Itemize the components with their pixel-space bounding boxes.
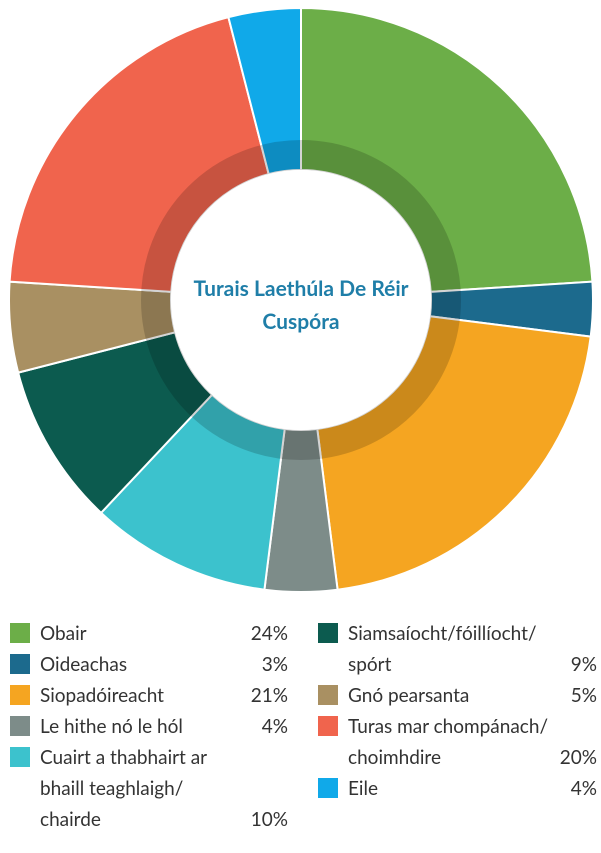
legend-label: Obair bbox=[40, 622, 87, 645]
legend-swatch bbox=[318, 685, 338, 705]
legend-value: 10% bbox=[250, 808, 288, 831]
legend-swatch bbox=[10, 623, 30, 643]
legend-label: Cuairt a thabhairt ar bhaill teaghlaigh/… bbox=[40, 746, 207, 831]
legend: Siamsaíocht/fóillíocht/ spórt 9% Gnó pears… bbox=[318, 618, 597, 804]
legend-label: Le hithe nó le hól bbox=[40, 715, 183, 738]
inner-ring bbox=[141, 140, 461, 460]
legend-swatch bbox=[10, 685, 30, 705]
legend-value: 21% bbox=[250, 684, 288, 707]
donut-hole bbox=[171, 170, 431, 430]
legend-item: Oideachas 3% bbox=[10, 649, 288, 680]
legend-swatch bbox=[318, 716, 338, 736]
legend-item: Le hithe nó le hól 4% bbox=[10, 711, 288, 742]
legend-label: Eile bbox=[348, 777, 379, 800]
chart bbox=[8, 6, 594, 594]
legend-label: Oideachas bbox=[40, 653, 128, 676]
chart-title: Turais Laethúla De Réir Cuspóra bbox=[193, 276, 409, 334]
legend-swatch bbox=[318, 778, 338, 798]
legend-label: Siamsaíocht/fóillíocht/ spórt bbox=[348, 622, 537, 676]
legend-swatch bbox=[10, 654, 30, 674]
legend-item: Obair 24% bbox=[10, 618, 288, 649]
legend-value: 5% bbox=[570, 684, 597, 707]
legend-value: 3% bbox=[261, 653, 288, 676]
legend: Obair 24% Oideachas 3% Siopadóireacht 21% Le h… bbox=[10, 618, 288, 835]
legend-label: Gnó pearsanta bbox=[348, 684, 470, 707]
legend-value: 24% bbox=[250, 622, 288, 645]
legend-swatch bbox=[318, 623, 338, 643]
legend-value: 9% bbox=[570, 653, 597, 676]
legend-swatch bbox=[10, 747, 30, 767]
legend-item: Turas mar chompánach/ choimhdire 20% bbox=[318, 711, 597, 773]
legend-value: 4% bbox=[261, 715, 288, 738]
legend-label: Siopadóireacht bbox=[40, 684, 164, 707]
legend-swatch bbox=[10, 716, 30, 736]
legend-label: Turas mar chompánach/ choimhdire bbox=[348, 715, 549, 769]
legend-value: 4% bbox=[570, 777, 597, 800]
legend-item: Gnó pearsanta 5% bbox=[318, 680, 597, 711]
legend-value: 20% bbox=[559, 746, 597, 769]
legend-item: Siopadóireacht 21% bbox=[10, 680, 288, 711]
legend-item: Eile 4% bbox=[318, 773, 597, 804]
legend-item: Cuairt a thabhairt ar bhaill teaghlaigh/… bbox=[10, 742, 288, 835]
legend-item: Siamsaíocht/fóillíocht/ spórt 9% bbox=[318, 618, 597, 680]
